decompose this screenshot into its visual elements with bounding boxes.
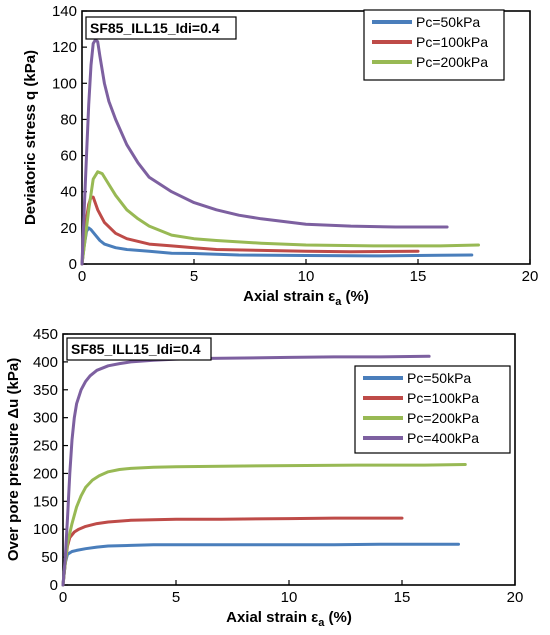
chart-title: SF85_ILL15_Idi=0.4 <box>90 20 220 36</box>
x-tick-label: 5 <box>190 268 198 285</box>
y-tick-label: 100 <box>52 75 77 92</box>
chart-title: SF85_ILL15_Idi=0.4 <box>71 341 201 357</box>
y-tick-label: 0 <box>50 577 58 594</box>
legend-label-3: Pc=200kPa <box>407 410 479 426</box>
series-line-4 <box>61 354 431 587</box>
series-line-3 <box>80 170 480 266</box>
x-axis-label-unit: (%) <box>324 609 352 626</box>
y-tick-label: 400 <box>33 354 58 371</box>
series-line-4 <box>80 38 449 266</box>
x-axis-label-subscript: a <box>318 617 325 629</box>
legend-label-2: Pc=100kPa <box>407 390 479 406</box>
y-tick-label: 140 <box>52 3 77 20</box>
deviatoric-stress-chart: 0 5 10 15 20 0 20 40 60 80 100 120 140 Axial strain ε… <box>22 3 538 308</box>
x-axis-label-subscript: a <box>335 296 342 308</box>
y-tick-label: 350 <box>33 382 58 399</box>
x-tick-label: 10 <box>298 268 315 285</box>
y-tick-label: 450 <box>33 326 58 343</box>
y-tick-label: 80 <box>60 111 77 128</box>
x-axis-label: Axial strain εa (%) <box>243 288 369 308</box>
legend-label-4: Pc=400kPa <box>407 430 479 446</box>
legend-label-3: Pc=200kPa <box>416 54 488 70</box>
series-line-1 <box>80 226 474 266</box>
y-tick-label: 60 <box>60 148 77 165</box>
x-tick-label: 0 <box>78 268 86 285</box>
x-tick-label: 0 <box>59 589 67 606</box>
y-tick-label: 300 <box>33 410 58 427</box>
y-axis-label: Deviatoric stress q (kPa) <box>22 50 39 225</box>
series-line-3 <box>61 463 467 587</box>
y-tick-label: 0 <box>69 256 77 273</box>
x-tick-label: 10 <box>281 589 298 606</box>
chart-title-box <box>85 16 237 40</box>
y-tick-label: 40 <box>60 184 77 201</box>
chart-title-box <box>66 337 212 361</box>
y-tick-label: 50 <box>41 549 58 566</box>
x-axis-label-main: Axial strain ε <box>243 288 335 305</box>
x-tick-label: 20 <box>522 268 539 285</box>
legend-label-2: Pc=100kPa <box>416 34 488 50</box>
x-tick-label: 15 <box>410 268 427 285</box>
y-tick-label: 250 <box>33 438 58 455</box>
legend-label-1: Pc=50kPa <box>407 370 471 386</box>
y-tick-label: 150 <box>33 493 58 510</box>
legend-label-1: Pc=50kPa <box>416 14 480 30</box>
x-axis-label: Axial strain εa (%) <box>226 609 352 629</box>
y-tick-label: 100 <box>33 521 58 538</box>
x-axis-label-main: Axial strain ε <box>226 609 318 626</box>
y-axis-label: Over pore pressure Δu (kPa) <box>5 358 22 561</box>
y-tick-label: 120 <box>52 39 77 56</box>
y-tick-label: 200 <box>33 465 58 482</box>
series-line-1 <box>61 542 460 587</box>
x-axis-label-unit: (%) <box>341 288 369 305</box>
pore-pressure-chart: 0 5 10 15 20050100150200250300350400450Axial… <box>5 326 523 629</box>
x-tick-label: 20 <box>507 589 524 606</box>
x-tick-label: 5 <box>172 589 180 606</box>
x-tick-label: 15 <box>394 589 411 606</box>
y-tick-label: 20 <box>60 220 77 237</box>
